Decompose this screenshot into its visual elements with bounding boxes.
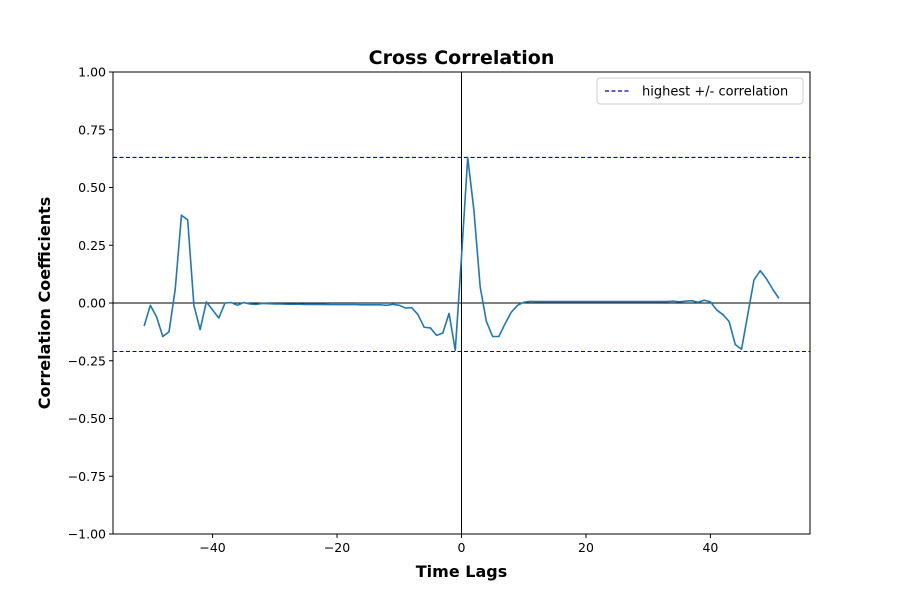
y-tick-label: 0.25	[78, 238, 106, 253]
y-tick-label: 1.00	[78, 65, 106, 80]
y-tick-label: 0.75	[78, 122, 106, 137]
y-tick-label: −0.75	[68, 469, 106, 484]
x-tick-label: −20	[324, 540, 350, 555]
x-tick-label: 0	[458, 540, 466, 555]
series-line-0	[143, 156, 780, 352]
y-tick-label: 0.50	[78, 180, 106, 195]
legend: highest +/- correlation	[596, 77, 804, 105]
reference-lines	[113, 72, 810, 534]
legend-entry-label: highest +/- correlation	[642, 85, 788, 100]
x-axis-label: Time Lags	[416, 562, 507, 581]
y-tick-label: −0.25	[68, 353, 106, 368]
legend-box	[596, 77, 804, 105]
series-layer	[143, 156, 780, 352]
x-tick-label: 20	[578, 540, 594, 555]
x-axis-ticks: −40 −20 0 20 40	[199, 534, 718, 555]
chart-title: Cross Correlation	[369, 47, 555, 69]
y-axis-label: Correlation Coefficients	[35, 197, 54, 410]
x-tick-label: 40	[702, 540, 718, 555]
y-tick-label: −0.50	[68, 411, 106, 426]
x-tick-label: −40	[199, 540, 225, 555]
y-axis-ticks: −1.00 −0.75 −0.50 −0.25 0.00 0.25 0.50 0.75 1.00	[68, 65, 113, 542]
y-tick-label: −1.00	[68, 527, 106, 542]
y-tick-label: 0.00	[78, 296, 106, 311]
